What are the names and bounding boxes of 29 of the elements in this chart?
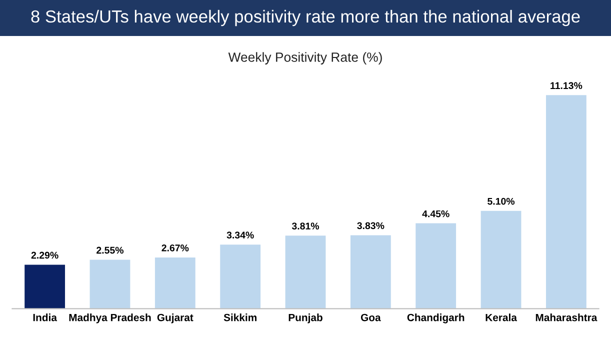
bar bbox=[480, 210, 522, 309]
x-tick-label: Chandigarh bbox=[407, 314, 464, 324]
x-tick-label: Sikkim bbox=[224, 314, 256, 322]
bar bbox=[220, 244, 261, 309]
x-tick-label: Kerala bbox=[486, 314, 518, 322]
x-tick-label: Gujarat bbox=[157, 314, 194, 324]
x-tick-label: Maharashtra bbox=[536, 314, 598, 322]
data-label: 4.45% bbox=[422, 210, 450, 218]
bar bbox=[416, 223, 456, 309]
bar bbox=[154, 257, 196, 309]
bar bbox=[285, 236, 326, 309]
x-tick-label: Madhya Pradesh bbox=[69, 314, 151, 324]
data-label: 2.29% bbox=[31, 252, 58, 259]
bar bbox=[350, 235, 391, 309]
data-label: 5.10% bbox=[488, 198, 515, 205]
x-tick-label: Punjab bbox=[288, 314, 322, 324]
bar bbox=[546, 95, 586, 309]
data-label: 2.55% bbox=[96, 246, 124, 254]
data-label: 3.81% bbox=[292, 222, 320, 230]
data-label: 2.67% bbox=[162, 244, 189, 252]
x-tick-label: Goa bbox=[360, 314, 381, 322]
chart-title: 8 States/UTs have weekly positivity rate more than the national average bbox=[31, 10, 580, 26]
x-tick-label: India bbox=[33, 314, 58, 322]
bar bbox=[90, 260, 130, 309]
data-label: 11.13% bbox=[550, 82, 582, 90]
data-label: 3.34% bbox=[226, 232, 254, 239]
bar bbox=[24, 264, 66, 309]
chart-subtitle: Weekly Positivity Rate (%) bbox=[228, 52, 382, 64]
data-label: 3.83% bbox=[357, 222, 384, 230]
